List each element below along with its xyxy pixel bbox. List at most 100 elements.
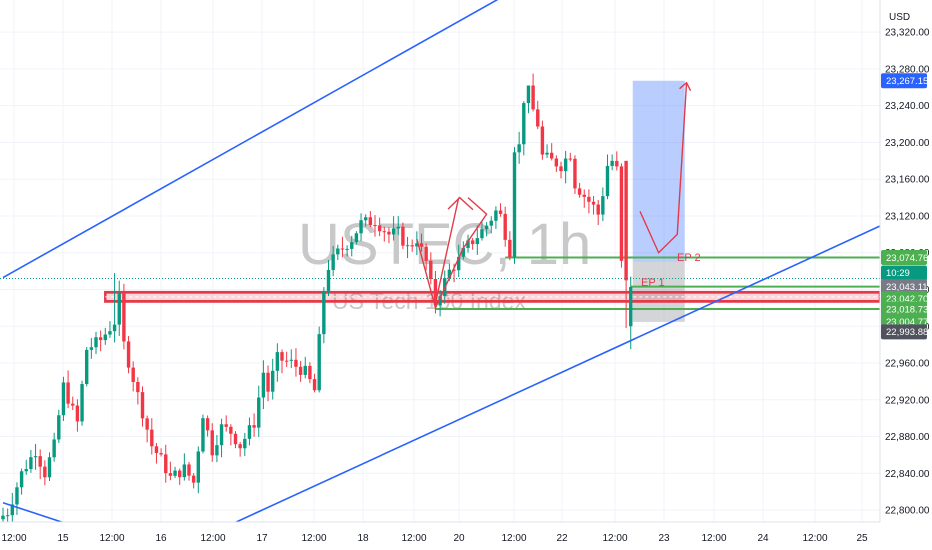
candle-body <box>619 166 624 261</box>
candle-body <box>563 158 568 172</box>
candle-body <box>559 166 563 172</box>
price-tick-label: 23,160.00 <box>885 175 930 186</box>
time-tick-label: 12:00 <box>401 533 426 544</box>
candle-body <box>219 424 224 446</box>
candle-body <box>545 152 549 155</box>
currency-label: USD <box>889 12 910 23</box>
price-tag <box>881 279 927 295</box>
projection-path-2[interactable] <box>639 82 688 254</box>
candle-body <box>466 240 470 249</box>
candle-body <box>419 243 424 247</box>
candle-body <box>317 334 321 391</box>
price-tags: 23,267.15 23,074.76 10:29 23,043.1123,042.7… <box>881 73 928 340</box>
candle-body <box>24 469 28 472</box>
time-tick-label: 24 <box>757 533 769 544</box>
candle-body <box>159 453 163 455</box>
candle-body <box>396 226 400 229</box>
candle-body <box>131 367 135 382</box>
drawings-front[interactable] <box>2 0 883 532</box>
candle-body <box>252 425 256 428</box>
candle-body <box>605 165 610 197</box>
price-tick-label: 23,120.00 <box>885 211 930 222</box>
price-tag-label: 23,018.73 <box>886 304 928 315</box>
candle-body <box>354 233 359 243</box>
arrow-head <box>679 81 692 92</box>
candle-body <box>271 370 275 392</box>
candle-body <box>94 337 98 348</box>
candle-body <box>554 158 559 167</box>
candle-body <box>526 85 531 104</box>
candle-body <box>164 454 168 474</box>
target-zone[interactable] <box>632 80 685 262</box>
candle-body <box>629 287 633 327</box>
candle-body <box>601 196 605 215</box>
time-tick-label: 15 <box>57 533 69 544</box>
candle-body <box>168 473 173 476</box>
candle-body <box>364 217 368 221</box>
candle-body <box>610 160 614 166</box>
candle-body <box>103 334 107 341</box>
candle-body <box>108 331 112 335</box>
projection-path[interactable] <box>416 197 488 310</box>
candle-body <box>489 220 493 226</box>
candle-body <box>498 210 503 214</box>
candle-body <box>429 260 433 279</box>
candle-body <box>294 359 298 367</box>
candle-body <box>80 384 84 422</box>
candle-body <box>191 475 196 483</box>
time-tick-label: 12:00 <box>200 533 225 544</box>
price-tag <box>881 73 927 89</box>
candle-body <box>624 160 628 281</box>
candle-body <box>71 403 75 406</box>
candle-body <box>573 158 577 189</box>
candle-body <box>452 269 456 271</box>
candle-body <box>401 226 405 246</box>
candle-body <box>582 194 586 197</box>
candle-body <box>233 433 238 445</box>
candle-body <box>247 425 252 439</box>
price-tick-label: 22,840.00 <box>885 469 930 480</box>
price-tick-label: 23,280.00 <box>885 64 930 75</box>
candle-body <box>568 158 572 160</box>
trend-line[interactable] <box>225 224 883 528</box>
drawings[interactable] <box>0 80 882 322</box>
candle-body <box>508 239 512 258</box>
candle-body <box>461 248 466 257</box>
candle-body <box>596 204 600 215</box>
candle-body <box>531 85 535 110</box>
candle-body <box>494 210 498 221</box>
candle-body <box>150 429 154 447</box>
candle-body <box>215 445 219 456</box>
candle-body <box>229 426 233 434</box>
candle-body <box>5 515 10 517</box>
candle-body <box>66 382 70 404</box>
time-tick-label: 12:00 <box>301 533 326 544</box>
candle-body <box>587 196 591 202</box>
candle-body <box>61 382 66 416</box>
candle-body <box>522 103 526 145</box>
candle-body <box>38 456 42 467</box>
projection-arrow[interactable] <box>434 197 460 304</box>
time-tick-label: 12:00 <box>99 533 124 544</box>
candle-body <box>145 418 149 430</box>
candle-body <box>540 126 545 155</box>
candle-body <box>298 366 303 375</box>
arrow-head <box>447 196 474 211</box>
candle-body <box>438 296 442 306</box>
candle-body <box>112 324 117 332</box>
candle-body <box>345 248 349 250</box>
candle-body <box>591 201 596 205</box>
candle-body <box>373 225 377 227</box>
price-tick-label: 23,320.00 <box>885 28 930 39</box>
candle-body <box>196 451 200 483</box>
candle-body <box>284 360 289 362</box>
time-axis[interactable]: 12:00 15 12:00 16 12:00 17 12:00 18 12:00 20 12:00… <box>0 521 932 550</box>
candle-body <box>308 365 312 380</box>
price-tag-label: 10:29 <box>886 268 910 279</box>
candle-body <box>43 466 47 478</box>
time-axis-bg <box>0 522 932 550</box>
candle-body <box>433 278 438 306</box>
trend-line[interactable] <box>2 0 570 279</box>
candle-body <box>415 243 419 247</box>
